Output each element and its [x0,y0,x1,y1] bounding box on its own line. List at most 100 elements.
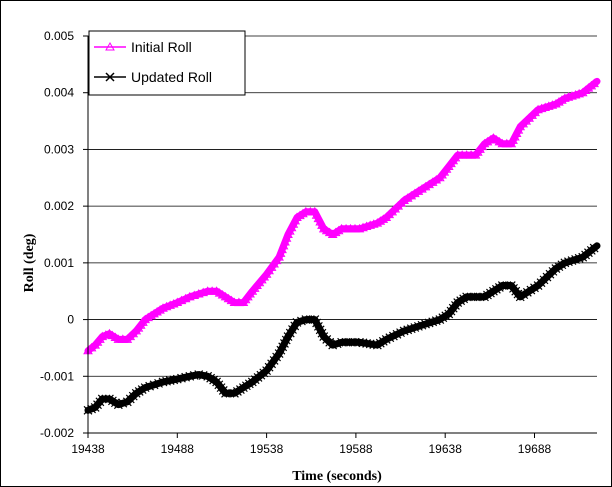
data-point-marker [155,305,165,314]
data-point-marker [475,144,485,153]
data-point-marker [472,147,483,156]
data-point-marker [135,320,146,329]
data-point-marker [515,121,526,131]
data-point-marker [527,110,537,119]
data-point-marker [427,177,438,186]
data-point-marker [165,300,176,309]
data-point-marker [168,298,179,308]
data-point-marker [169,375,179,385]
data-point-marker [567,91,577,100]
data-point-marker [470,150,481,159]
data-point-marker [485,134,496,144]
data-point-marker [305,315,315,324]
data-point-marker [365,339,375,349]
data-point-marker [101,394,111,404]
plot-background [88,36,597,433]
data-point-marker [521,116,532,125]
data-point-marker [420,181,431,191]
data-point-marker [399,195,409,204]
data-point-marker [176,295,187,305]
data-point-marker [475,292,485,302]
legend-label-initial-roll: Initial Roll [131,39,192,55]
data-point-marker [252,280,262,290]
data-point-marker [368,219,379,228]
data-point-marker [240,294,251,304]
data-point-marker [259,272,270,281]
data-point-marker [563,92,574,101]
data-point-marker [589,243,599,253]
series-markers-updated-roll [83,243,599,415]
data-point-marker [158,377,168,387]
data-point-marker [365,220,376,229]
data-point-marker [384,209,395,219]
data-point-marker [86,342,97,352]
data-point-marker [122,334,133,343]
data-point-marker [358,222,368,232]
legend-box [88,30,246,96]
triangle-marker-icon [105,41,115,51]
data-point-marker [577,87,588,97]
data-point-marker [92,337,103,346]
data-point-marker [441,164,452,173]
data-point-marker [434,172,445,182]
data-point-marker [333,225,344,235]
x-tick-label: 19688 [518,442,552,456]
y-tick-label: 0.002 [44,199,74,213]
data-point-marker [172,297,183,307]
data-point-marker [358,338,368,348]
data-point-marker [450,152,461,162]
data-point-marker [424,179,434,189]
data-point-marker [586,80,597,90]
data-point-marker [536,103,547,113]
y-tick-label: 0 [67,313,74,327]
data-point-marker [497,281,507,290]
plot-area [88,36,597,433]
y-tick-label: 0.005 [44,29,74,43]
data-point-marker [128,328,139,338]
data-point-marker [443,161,454,170]
data-point-marker [138,317,148,326]
data-point-marker [557,95,567,104]
data-point-marker [247,286,258,295]
data-point-marker [238,297,249,307]
data-point-marker [125,331,136,341]
data-point-marker [533,104,543,114]
legend: Initial Roll Updated Roll [88,30,246,96]
data-point-marker [524,113,534,122]
data-point-marker [337,337,347,347]
data-point-marker [298,208,308,218]
data-point-marker [225,388,235,398]
x-tick-label: 19638 [429,442,463,456]
data-point-marker [90,340,101,349]
data-point-marker [362,338,372,348]
data-point-marker [502,281,512,290]
data-point-marker [402,193,413,202]
data-point-marker [341,337,351,347]
data-point-marker [409,188,420,198]
data-point-marker [387,206,398,216]
y-tick-label: 0.004 [44,86,74,100]
data-point-marker [540,102,551,111]
data-point-marker [413,186,424,195]
data-point-marker [249,283,260,292]
data-point-marker [446,158,456,168]
data-point-marker [361,221,372,231]
legend-entry-updated-roll: Updated Roll [94,69,212,85]
data-point-marker [518,118,529,128]
data-point-marker [559,93,570,102]
data-point-marker [162,376,172,386]
x-tick-labels: 19438 19488 19538 19588 19638 19688 [71,442,551,456]
data-point-marker [390,203,401,213]
data-point-marker [221,388,230,398]
data-point-marker [242,291,253,301]
data-point-marker [180,293,191,303]
data-point-marker [406,190,417,200]
data-point-marker [131,325,142,335]
series-markers-initial-roll [83,78,600,355]
data-point-marker [547,100,558,109]
data-point-marker [462,292,472,302]
data-point-marker [133,323,144,332]
data-point-marker [95,334,105,343]
x-marker-icon [105,72,115,82]
